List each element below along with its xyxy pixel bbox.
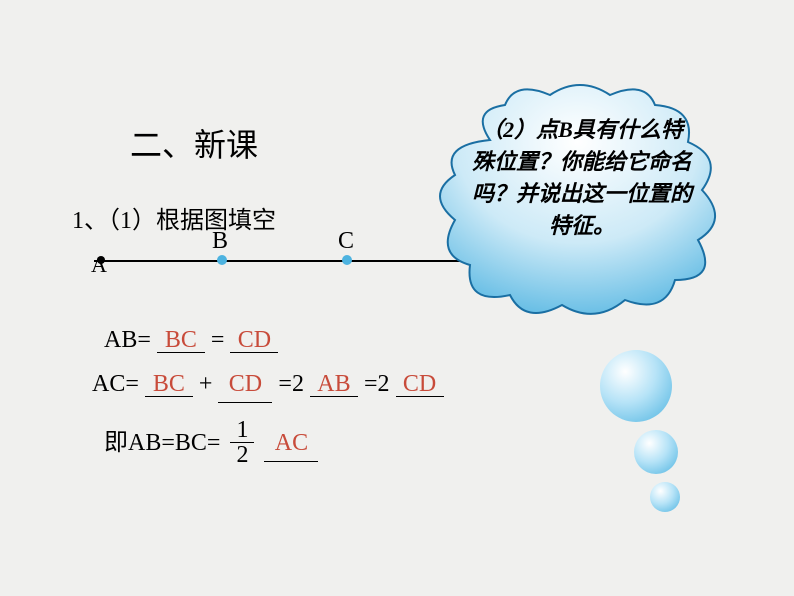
label-b: B xyxy=(212,228,228,255)
frac-den: 2 xyxy=(230,443,254,467)
cloud-text: （2）点B具有什么特殊位置？你能给它命名吗？并说出这一位置的特征。 xyxy=(472,114,692,242)
thought-cloud: （2）点B具有什么特殊位置？你能给它命名吗？并说出这一位置的特征。 xyxy=(430,80,730,320)
eq3-blank1: AC xyxy=(264,425,318,462)
label-a: A xyxy=(91,252,107,278)
equations: AB= BC = CD AC = BC + CD =2 AB =2 CD 即AB=… xyxy=(104,322,444,464)
frac-num: 1 xyxy=(230,418,254,443)
eq2-blank4: CD xyxy=(396,372,444,397)
eq2-eq2b: =2 xyxy=(364,371,390,397)
eq1-lhs: AB= xyxy=(104,327,151,353)
section-title: 二、新课 xyxy=(130,120,258,166)
subtitle: 1、（1）根据图填空 xyxy=(72,200,276,235)
equation-3: 即AB=BC= 1 2 AC xyxy=(104,420,444,464)
label-c: C xyxy=(338,228,354,255)
eq1-eq: = xyxy=(211,327,231,353)
eq1-blank2: CD xyxy=(230,328,278,353)
equation-2: AC= BC + CD =2 AB =2 CD xyxy=(92,366,444,410)
eq2-blank3: AB xyxy=(310,372,358,397)
eq3-lhs: 即AB=BC= xyxy=(104,430,220,456)
bubble-large-icon xyxy=(600,350,672,422)
eq2-eq2a: =2 xyxy=(278,371,304,397)
eq2-blank2: CD xyxy=(218,366,272,403)
bubble-medium-icon xyxy=(634,430,678,474)
fraction-half: 1 2 xyxy=(230,418,254,467)
eq1-blank1: BC xyxy=(157,328,205,353)
point-b xyxy=(217,255,227,265)
eq2-plus: + xyxy=(199,371,219,397)
point-c xyxy=(342,255,352,265)
eq2-blank1: BC xyxy=(145,372,193,397)
equation-1: AB= BC = CD xyxy=(104,322,444,366)
bubble-small-icon xyxy=(650,482,680,512)
eq2-lhs: AC= xyxy=(92,371,139,397)
